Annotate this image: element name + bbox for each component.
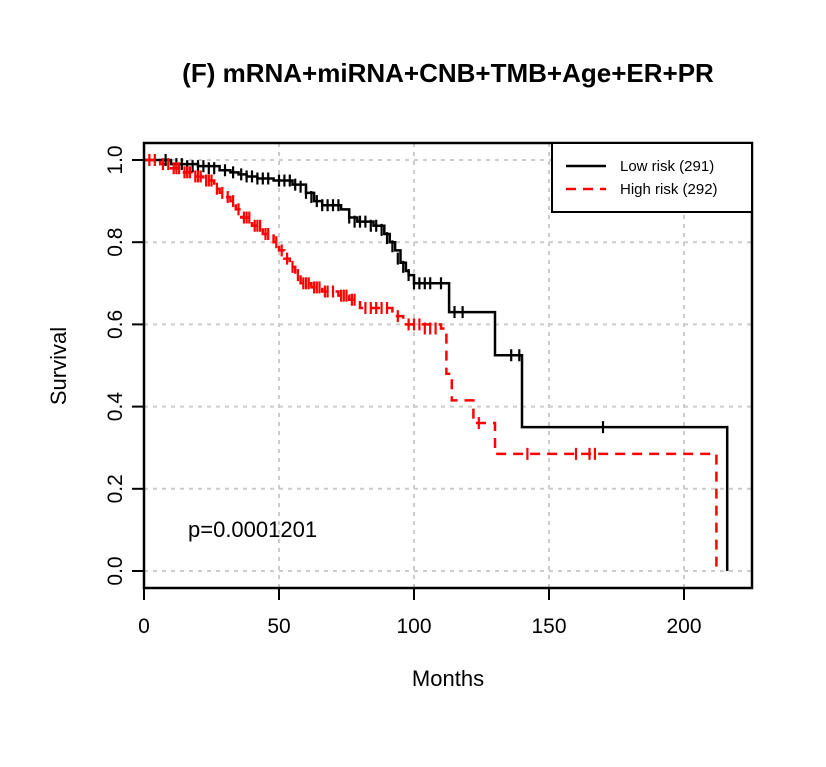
x-tick-label: 150	[531, 615, 566, 638]
legend-entry: High risk (292)	[620, 181, 718, 198]
axes: 0 50 100 150 200 0.0 0.2 0.4 0.6 0.8 1.0	[104, 145, 702, 638]
x-tick-label: 0	[138, 615, 150, 638]
x-axis-label: Months	[412, 666, 484, 691]
y-tick-label: 1.0	[104, 145, 127, 174]
y-tick-label: 0.8	[104, 228, 127, 257]
x-tick-label: 50	[267, 615, 290, 638]
legend-entry: Low risk (291)	[620, 158, 714, 175]
y-tick-label: 0.0	[104, 556, 127, 585]
x-tick-label: 200	[666, 615, 701, 638]
series-line-high-risk	[144, 158, 718, 571]
y-tick-label: 0.2	[104, 474, 127, 503]
censor-marks	[148, 154, 605, 460]
grid	[143, 143, 752, 588]
p-value-annotation: p=0.0001201	[188, 517, 317, 542]
y-axis-label: Survival	[46, 327, 71, 405]
x-tick-label: 100	[396, 615, 431, 638]
y-tick-label: 0.4	[104, 392, 127, 422]
series-line-low-risk	[144, 158, 729, 571]
legend-box	[551, 142, 753, 213]
series-layer	[144, 158, 729, 571]
legend: Low risk (291) High risk (292)	[551, 142, 753, 213]
y-tick-label: 0.6	[104, 310, 127, 339]
chart-title: (F) mRNA+miRNA+CNB+TMB+Age+ER+PR	[182, 58, 714, 88]
